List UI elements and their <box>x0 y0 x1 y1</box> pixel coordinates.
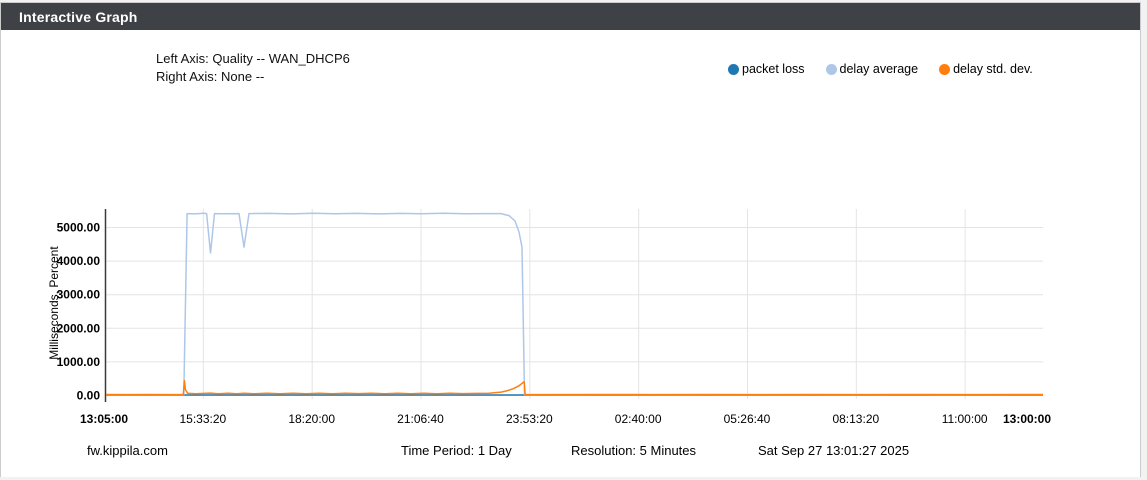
legend-label: packet loss <box>742 62 805 76</box>
footer-timestamp: Sat Sep 27 13:01:27 2025 <box>758 443 910 458</box>
x-tick-label: 21:06:40 <box>397 412 444 426</box>
x-tick-label: 13:05:00 <box>80 412 128 426</box>
footer-resolution: Resolution: 5 Minutes <box>571 443 697 458</box>
y-tick-label: 4000.00 <box>57 254 101 268</box>
legend-label: delay std. dev. <box>953 62 1033 76</box>
y-tick-label: 2000.00 <box>57 321 101 335</box>
graph-axis-info: Left Axis: Quality -- WAN_DHCP6 Right Ax… <box>156 50 350 86</box>
x-tick-label: 18:20:00 <box>288 412 335 426</box>
footer-time-period: Time Period: 1 Day <box>401 443 512 458</box>
x-tick-label: 13:00:00 <box>1003 412 1051 426</box>
quality-graph[interactable]: 0.00 1000.00 2000.00 3000.00 4000.00 5000.00 1… <box>1 3 1147 480</box>
x-tick-label: 08:13:20 <box>832 412 879 426</box>
y-tick-label: 3000.00 <box>57 288 101 302</box>
y-axis-title: Milliseconds, Percent <box>47 246 61 360</box>
panel-title: Interactive Graph <box>19 8 138 25</box>
x-tick-label: 23:53:20 <box>506 412 553 426</box>
right-axis-label: Right Axis: None -- <box>156 69 265 84</box>
legend: packet loss delay average delay std. dev… <box>728 62 1033 76</box>
legend-dot-icon <box>728 63 739 75</box>
x-tick-label: 15:33:20 <box>179 412 226 426</box>
series-delay-std-dev <box>105 379 1044 396</box>
legend-dot-icon <box>825 63 837 75</box>
series-delay-average <box>106 212 1043 396</box>
panel-header: Interactive Graph <box>1 3 1140 30</box>
legend-item-delay-average[interactable]: delay average <box>825 62 919 76</box>
legend-item-packet-loss[interactable]: packet loss <box>728 62 805 76</box>
y-tick-label: 1000.00 <box>57 355 101 369</box>
x-tick-label: 02:40:00 <box>615 412 662 426</box>
left-axis-label: Left Axis: Quality -- WAN_DHCP6 <box>156 51 350 66</box>
legend-item-delay-std-dev[interactable]: delay std. dev. <box>939 62 1033 76</box>
x-tick-label: 11:00:00 <box>942 412 988 426</box>
footer-hostname: fw.kippila.com <box>87 443 168 458</box>
y-tick-label: 0.00 <box>77 389 101 403</box>
legend-dot-icon <box>939 63 951 75</box>
x-tick-label: 05:26:40 <box>724 412 771 426</box>
legend-label: delay average <box>839 62 919 76</box>
y-tick-label: 5000.00 <box>57 221 101 235</box>
